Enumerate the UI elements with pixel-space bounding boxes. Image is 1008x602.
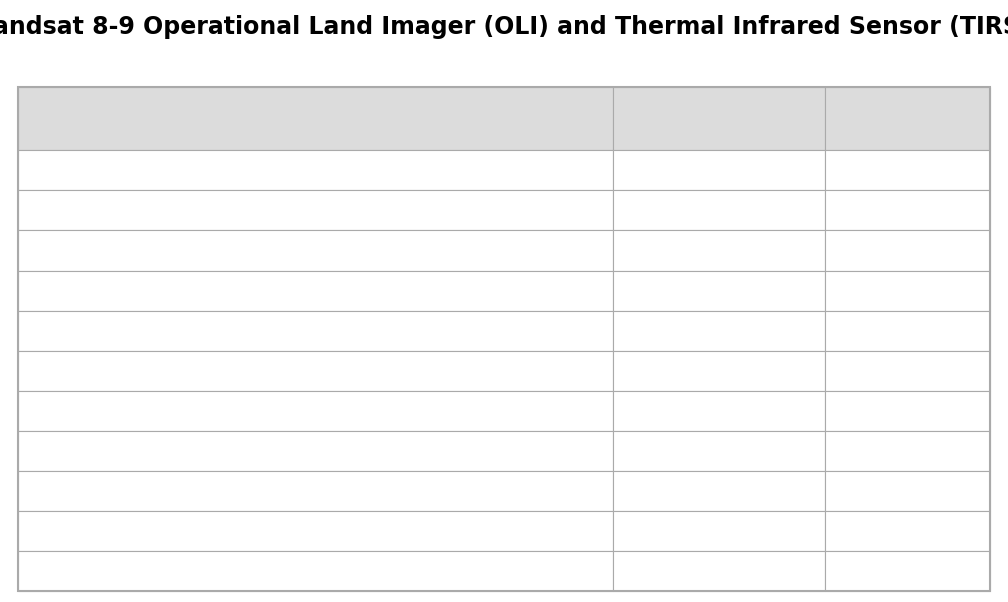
Text: Band 3 – Green: Band 3 – Green [31, 243, 138, 258]
Text: 0.53–0.59: 0.53–0.59 [626, 243, 695, 258]
Text: Band 6 – SWIR 1: Band 6 – SWIR 1 [31, 364, 145, 377]
Text: Band 9 – Cirrus: Band 9 – Cirrus [31, 484, 137, 498]
Text: Band 5 – Near Infrared (NIR): Band 5 – Near Infrared (NIR) [31, 324, 228, 338]
Text: 30: 30 [838, 324, 855, 338]
Text: 100: 100 [838, 524, 864, 538]
Text: 30: 30 [838, 364, 855, 377]
Text: 11.50–12.51: 11.50–12.51 [626, 564, 712, 578]
Text: 100: 100 [838, 564, 864, 578]
Text: 30: 30 [838, 284, 855, 297]
Text: Bands: Bands [31, 112, 80, 126]
Text: 0.85–0.88: 0.85–0.88 [626, 324, 695, 338]
Text: 10.6–11.19: 10.6–11.19 [626, 524, 704, 538]
Text: Band 7 – SWIR 2: Band 7 – SWIR 2 [31, 404, 145, 418]
Text: 0.43–0.45: 0.43–0.45 [626, 163, 695, 178]
Text: 30: 30 [838, 484, 855, 498]
Text: 15: 15 [838, 444, 856, 458]
Text: 0.50–0.68: 0.50–0.68 [626, 444, 695, 458]
Text: 0.45–0.51: 0.45–0.51 [626, 203, 695, 217]
Text: Band 8 – Panchromatic: Band 8 – Panchromatic [31, 444, 191, 458]
Text: Band 10 – Thermal Infrared (TIRS) 1: Band 10 – Thermal Infrared (TIRS) 1 [31, 524, 281, 538]
Text: 30: 30 [838, 243, 855, 258]
Text: 0.64–0.67: 0.64–0.67 [626, 284, 695, 297]
Text: Band 2 – Blue: Band 2 – Blue [31, 203, 127, 217]
Text: Wavelength
(micrometers): Wavelength (micrometers) [626, 103, 738, 134]
Text: 1.36–1.38: 1.36–1.38 [626, 484, 695, 498]
Text: 1.57–1.65: 1.57–1.65 [626, 364, 695, 377]
Text: Resolution
(meters): Resolution (meters) [838, 103, 921, 134]
Text: 30: 30 [838, 404, 855, 418]
Text: Landsat 8-9 Operational Land Imager (OLI) and Thermal Infrared Sensor (TIRS): Landsat 8-9 Operational Land Imager (OLI… [0, 15, 1008, 39]
Text: 30: 30 [838, 203, 855, 217]
Text: Band 1 – Coastal aerosol: Band 1 – Coastal aerosol [31, 163, 203, 178]
Text: Band 4 – Red: Band 4 – Red [31, 284, 122, 297]
Text: 30: 30 [838, 163, 855, 178]
Text: Band 11 – Thermal Infrared (TIRS) 2: Band 11 – Thermal Infrared (TIRS) 2 [31, 564, 281, 578]
Text: 2.11–2.29: 2.11–2.29 [626, 404, 695, 418]
